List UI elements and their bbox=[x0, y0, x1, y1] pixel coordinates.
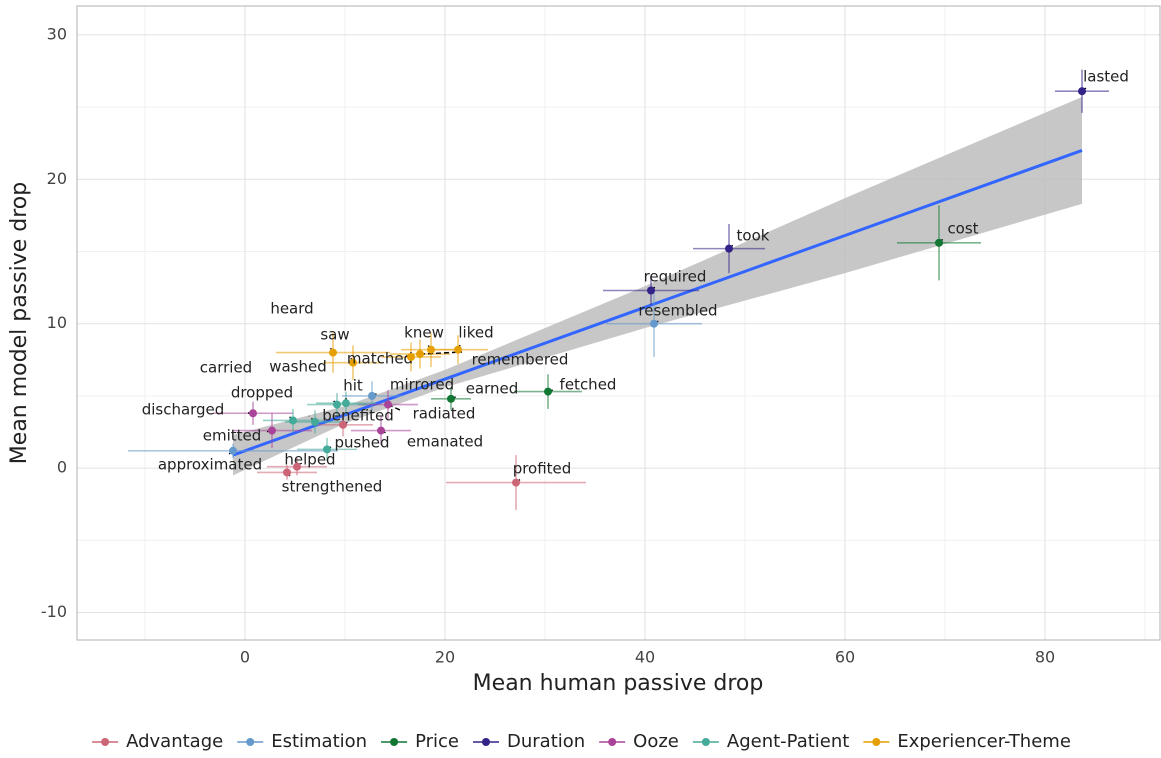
point-label: approximated bbox=[158, 456, 262, 474]
point bbox=[368, 392, 376, 400]
legend-key bbox=[872, 738, 880, 746]
point bbox=[229, 447, 237, 455]
point bbox=[283, 468, 291, 476]
legend: Advantage Estimation Price Duration Ooze Agen… bbox=[92, 731, 1071, 752]
point bbox=[1078, 87, 1086, 95]
legend-label: Estimation bbox=[271, 731, 367, 752]
legend-key bbox=[390, 738, 398, 746]
point-label: emitted bbox=[203, 427, 262, 445]
point bbox=[725, 245, 733, 253]
point bbox=[454, 346, 462, 354]
point bbox=[447, 395, 455, 403]
y-tick-label: 10 bbox=[47, 313, 67, 332]
point bbox=[407, 353, 415, 361]
point bbox=[311, 418, 319, 426]
legend-label: Experiencer-Theme bbox=[897, 731, 1071, 752]
point bbox=[333, 401, 341, 409]
legend-key bbox=[246, 738, 254, 746]
point-label: saw bbox=[320, 326, 349, 344]
point bbox=[647, 287, 655, 295]
point-label: earned bbox=[466, 380, 519, 398]
point bbox=[249, 409, 257, 417]
legend-key bbox=[482, 738, 490, 746]
point bbox=[268, 427, 276, 435]
x-tick-label: 60 bbox=[835, 648, 855, 667]
point-label: took bbox=[737, 227, 770, 245]
point-label: dropped bbox=[231, 384, 293, 402]
legend-label: Advantage bbox=[126, 731, 223, 752]
y-tick-label: -10 bbox=[41, 602, 67, 621]
point-label: cost bbox=[947, 220, 978, 238]
x-tick-label: 80 bbox=[1035, 648, 1055, 667]
point bbox=[650, 320, 658, 328]
point bbox=[293, 463, 301, 471]
x-tick-label: 0 bbox=[240, 648, 250, 667]
point-label: knew bbox=[404, 324, 444, 342]
point-label: profited bbox=[513, 460, 572, 478]
point-label: matched bbox=[347, 350, 413, 368]
point-label: pushed bbox=[334, 434, 389, 452]
point-label: strengthened bbox=[282, 478, 383, 496]
point-label: washed bbox=[269, 358, 327, 376]
legend-label: Price bbox=[415, 731, 459, 752]
point-label: fetched bbox=[560, 376, 617, 394]
x-tick-label: 20 bbox=[435, 648, 455, 667]
point bbox=[289, 416, 297, 424]
point-label: remembered bbox=[472, 351, 569, 369]
point bbox=[935, 239, 943, 247]
point bbox=[544, 388, 552, 396]
point-label: required bbox=[644, 268, 707, 286]
point bbox=[512, 479, 520, 487]
legend-label: Ooze bbox=[633, 731, 679, 752]
legend-key bbox=[608, 738, 616, 746]
point-label: lasted bbox=[1083, 68, 1129, 86]
point-label: resembled bbox=[638, 302, 717, 320]
point bbox=[342, 399, 350, 407]
point bbox=[323, 445, 331, 453]
y-tick-label: 20 bbox=[47, 169, 67, 188]
point-label: benefited bbox=[322, 407, 394, 425]
point-label: hit bbox=[343, 377, 363, 395]
point-label: discharged bbox=[142, 401, 225, 419]
y-tick-label: 0 bbox=[57, 458, 67, 477]
point-label: radiated bbox=[413, 405, 476, 423]
point-label: mirrored bbox=[390, 376, 454, 394]
point-label: carried bbox=[200, 359, 252, 377]
point bbox=[416, 350, 424, 358]
legend-key bbox=[702, 738, 710, 746]
y-axis-title: Mean model passive drop bbox=[7, 182, 32, 464]
point bbox=[329, 349, 337, 357]
point bbox=[427, 346, 435, 354]
x-axis-title: Mean human passive drop bbox=[473, 671, 764, 696]
x-tick-label: 40 bbox=[635, 648, 655, 667]
point-label: emanated bbox=[407, 433, 483, 451]
point bbox=[339, 421, 347, 429]
y-tick-label: 30 bbox=[47, 24, 67, 43]
point-label: liked bbox=[458, 324, 493, 342]
legend-label: Duration bbox=[507, 731, 585, 752]
legend-key bbox=[101, 738, 109, 746]
legend-label: Agent-Patient bbox=[727, 731, 849, 752]
point-label: heard bbox=[270, 300, 313, 318]
point bbox=[384, 401, 392, 409]
